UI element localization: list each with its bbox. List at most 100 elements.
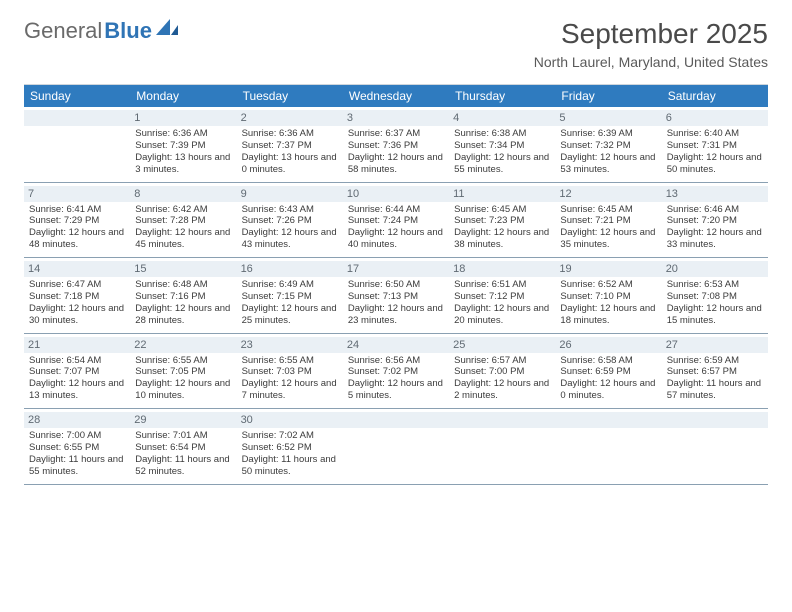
day-number: 29 [130,412,236,428]
calendar-grid: Sunday Monday Tuesday Wednesday Thursday… [24,84,768,485]
day-number: 24 [343,337,449,353]
week-row: 21Sunrise: 6:54 AMSunset: 7:07 PMDayligh… [24,334,768,410]
sunrise-text: Sunrise: 6:46 AM [667,204,763,216]
sunrise-text: Sunrise: 6:47 AM [29,279,125,291]
sunrise-text: Sunrise: 6:59 AM [667,355,763,367]
page-title: September 2025 [534,18,768,50]
sunset-text: Sunset: 7:02 PM [348,366,444,378]
sunset-text: Sunset: 7:28 PM [135,215,231,227]
sunset-text: Sunset: 7:18 PM [29,291,125,303]
day-number: 14 [24,261,130,277]
sunrise-text: Sunrise: 6:58 AM [560,355,656,367]
day-cell: 28Sunrise: 7:00 AMSunset: 6:55 PMDayligh… [24,409,130,484]
day-cell: 26Sunrise: 6:58 AMSunset: 6:59 PMDayligh… [555,334,661,409]
daylight-text: Daylight: 12 hours and 13 minutes. [29,378,125,402]
day-details: Sunrise: 6:50 AMSunset: 7:13 PMDaylight:… [348,279,444,327]
sunset-text: Sunset: 7:05 PM [135,366,231,378]
weeks-container: 1Sunrise: 6:36 AMSunset: 7:39 PMDaylight… [24,107,768,485]
sunrise-text: Sunrise: 6:53 AM [667,279,763,291]
day-details: Sunrise: 6:47 AMSunset: 7:18 PMDaylight:… [29,279,125,327]
day-details: Sunrise: 6:51 AMSunset: 7:12 PMDaylight:… [454,279,550,327]
day-cell: 20Sunrise: 6:53 AMSunset: 7:08 PMDayligh… [662,258,768,333]
daylight-text: Daylight: 12 hours and 58 minutes. [348,152,444,176]
daylight-text: Daylight: 12 hours and 45 minutes. [135,227,231,251]
sunrise-text: Sunrise: 6:37 AM [348,128,444,140]
day-cell: 22Sunrise: 6:55 AMSunset: 7:05 PMDayligh… [130,334,236,409]
sunrise-text: Sunrise: 6:50 AM [348,279,444,291]
sunrise-text: Sunrise: 6:55 AM [135,355,231,367]
sunset-text: Sunset: 7:34 PM [454,140,550,152]
sunset-text: Sunset: 7:10 PM [560,291,656,303]
dow-sunday: Sunday [24,85,130,107]
sunset-text: Sunset: 7:29 PM [29,215,125,227]
day-details: Sunrise: 6:44 AMSunset: 7:24 PMDaylight:… [348,204,444,252]
daylight-text: Daylight: 12 hours and 20 minutes. [454,303,550,327]
day-details: Sunrise: 6:57 AMSunset: 7:00 PMDaylight:… [454,355,550,403]
daylight-text: Daylight: 12 hours and 10 minutes. [135,378,231,402]
day-details: Sunrise: 6:36 AMSunset: 7:39 PMDaylight:… [135,128,231,176]
day-number: 10 [343,186,449,202]
daylight-text: Daylight: 11 hours and 55 minutes. [29,454,125,478]
day-number: 18 [449,261,555,277]
dow-wednesday: Wednesday [343,85,449,107]
brand-part2: Blue [104,18,152,44]
day-cell [343,409,449,484]
day-number: 1 [130,110,236,126]
day-details: Sunrise: 6:41 AMSunset: 7:29 PMDaylight:… [29,204,125,252]
sunset-text: Sunset: 7:15 PM [242,291,338,303]
day-cell: 30 Sunrise: 7:02 AMSunset: 6:52 PMDayligh… [237,409,343,484]
daylight-text: Daylight: 13 hours and 3 minutes. [135,152,231,176]
day-cell [662,409,768,484]
sunrise-text: Sunrise: 6:45 AM [560,204,656,216]
day-details: Sunrise: 6:45 AMSunset: 7:23 PMDaylight:… [454,204,550,252]
sunset-text: Sunset: 7:21 PM [560,215,656,227]
sunrise-text: Sunrise: 6:48 AM [135,279,231,291]
day-cell: 2Sunrise: 6:36 AMSunset: 7:37 PMDaylight… [237,107,343,182]
sunset-text: Sunset: 7:07 PM [29,366,125,378]
daylight-text: Daylight: 12 hours and 50 minutes. [667,152,763,176]
sunset-text: Sunset: 7:39 PM [135,140,231,152]
day-number: 30 [237,412,343,428]
day-details: Sunrise: 6:55 AMSunset: 7:05 PMDaylight:… [135,355,231,403]
sunrise-text: Sunrise: 6:36 AM [242,128,338,140]
day-cell: 19Sunrise: 6:52 AMSunset: 7:10 PMDayligh… [555,258,661,333]
sunset-text: Sunset: 7:32 PM [560,140,656,152]
day-number [449,412,555,428]
daylight-text: Daylight: 12 hours and 0 minutes. [560,378,656,402]
day-number: 26 [555,337,661,353]
daylight-text: Daylight: 12 hours and 28 minutes. [135,303,231,327]
day-number: 11 [449,186,555,202]
day-cell: 25Sunrise: 6:57 AMSunset: 7:00 PMDayligh… [449,334,555,409]
day-details: Sunrise: 6:49 AMSunset: 7:15 PMDaylight:… [242,279,338,327]
sunrise-text: Sunrise: 6:54 AM [29,355,125,367]
day-number: 20 [662,261,768,277]
week-row: 14Sunrise: 6:47 AMSunset: 7:18 PMDayligh… [24,258,768,334]
sunrise-text: Sunrise: 6:38 AM [454,128,550,140]
sunset-text: Sunset: 7:00 PM [454,366,550,378]
day-details: Sunrise: 6:39 AMSunset: 7:32 PMDaylight:… [560,128,656,176]
day-number: 2 [237,110,343,126]
day-number: 17 [343,261,449,277]
sunrise-text: Sunrise: 6:56 AM [348,355,444,367]
day-details: Sunrise: 6:54 AMSunset: 7:07 PMDaylight:… [29,355,125,403]
day-details: Sunrise: 6:48 AMSunset: 7:16 PMDaylight:… [135,279,231,327]
sunrise-text: Sunrise: 6:36 AM [135,128,231,140]
daylight-text: Daylight: 12 hours and 55 minutes. [454,152,550,176]
day-details: Sunrise: 7:02 AMSunset: 6:52 PMDaylight:… [242,430,338,478]
day-cell [24,107,130,182]
day-details: Sunrise: 6:52 AMSunset: 7:10 PMDaylight:… [560,279,656,327]
sunrise-text: Sunrise: 6:52 AM [560,279,656,291]
day-number: 13 [662,186,768,202]
day-cell: 8Sunrise: 6:42 AMSunset: 7:28 PMDaylight… [130,183,236,258]
day-cell: 14 Sunrise: 6:47 AMSunset: 7:18 PMDayligh… [24,258,130,333]
day-number: 16 [237,261,343,277]
day-number: 27 [662,337,768,353]
day-details: Sunrise: 6:59 AMSunset: 6:57 PMDaylight:… [667,355,763,403]
day-number [24,110,130,126]
daylight-text: Daylight: 12 hours and 18 minutes. [560,303,656,327]
day-details: Sunrise: 6:43 AMSunset: 7:26 PMDaylight:… [242,204,338,252]
daylight-text: Daylight: 11 hours and 52 minutes. [135,454,231,478]
day-cell: 15Sunrise: 6:48 AMSunset: 7:16 PMDayligh… [130,258,236,333]
day-cell: 23Sunrise: 6:55 AMSunset: 7:03 PMDayligh… [237,334,343,409]
day-cell: 6Sunrise: 6:40 AMSunset: 7:31 PMDaylight… [662,107,768,182]
